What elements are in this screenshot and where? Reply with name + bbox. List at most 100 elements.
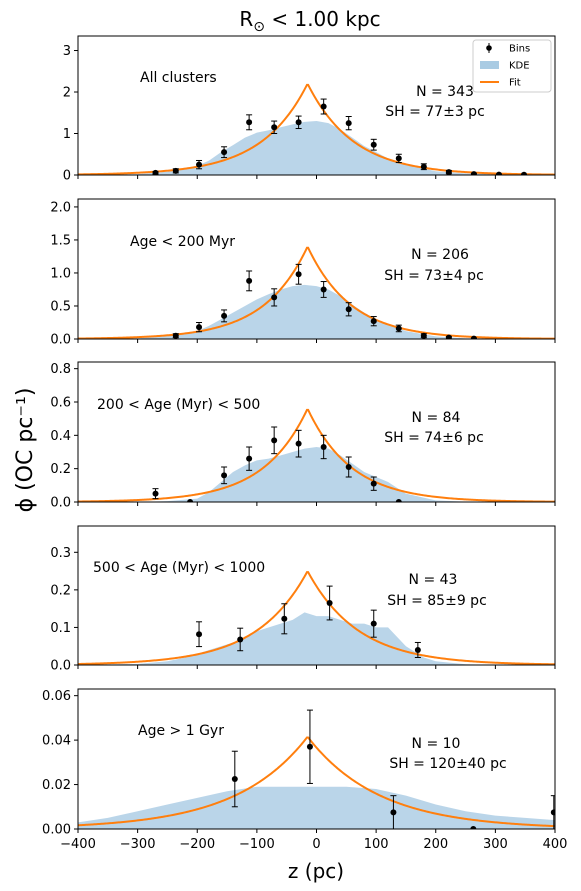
x-tick-label: 100 [364,837,389,852]
kde-area [78,121,555,175]
bin-point [345,306,352,313]
legend-kde-swatch [480,61,499,69]
kde-area [78,786,555,829]
plot-area [78,246,555,339]
n-label: N = 43 [409,572,458,588]
bin-point [271,124,278,131]
x-tick-label: −400 [60,837,96,852]
y-tick-label: 0.5 [50,299,71,314]
y-tick-label: 0.0 [50,659,71,674]
kde-area [78,284,555,339]
y-tick-label: 0.06 [42,689,71,704]
bin-point [520,171,527,175]
bin-point [295,119,302,126]
bin-point [237,636,244,643]
fit-curve [78,736,555,828]
bin-point [470,171,477,175]
bin-point [470,826,477,829]
y-tick-label: 0.0 [50,496,71,511]
y-tick-label: 0.00 [42,823,71,838]
bin-point [281,615,288,622]
kde-area [78,612,555,665]
x-tick-label: 400 [543,837,568,852]
y-tick-label: 0.6 [50,396,71,411]
bin-point [231,776,238,782]
bin-point [326,600,333,607]
bin-point [445,334,452,339]
sh-label: SH = 85±9 pc [387,593,487,609]
kde-area [78,447,555,502]
legend: Bins KDE Fit [472,39,552,93]
bin-point [395,499,402,502]
y-axis-label: ϕ (OC pc⁻¹) [13,388,38,513]
bin-point [246,119,253,126]
panel-5: 0.00 0.02 0.04 0.06 −400 −300 −200 −100 0 100 200 3… [42,688,568,852]
bin-point [550,809,555,816]
x-tick-label: −100 [239,837,275,852]
bin-point [246,277,253,284]
bin-point [295,271,302,278]
bin-point [445,169,452,175]
fit-curve [78,571,555,665]
sh-label: SH = 120±40 pc [389,756,506,772]
y-tick-label: 0.02 [42,778,71,793]
bin-point [414,646,421,653]
panel-label: All clusters [140,70,217,86]
bin-point [187,499,194,502]
bin-point [152,169,159,175]
bin-point [295,440,302,447]
bin-point [221,472,228,479]
bin-point [320,103,327,110]
bin-point [395,325,402,332]
sh-label: SH = 74±6 pc [384,430,484,446]
bin-point [172,332,179,339]
y-tick-label: 0.8 [50,362,71,377]
x-tick-label: −200 [179,837,215,852]
legend-label-kde: KDE [509,61,530,72]
y-tick-label: 0.1 [50,621,71,636]
sh-label: SH = 73±4 pc [384,268,484,284]
panel-3: 0.0 0.2 0.4 0.6 0.8 200 < Age (Myr) < 500 N = … [50,361,556,511]
bin-point [172,167,179,174]
plot-area [78,709,555,829]
y-tick-label: 0.3 [50,546,71,561]
y-tick-label: 1.5 [50,233,71,248]
legend-bins-marker [486,45,492,51]
x-tick-label: 300 [483,837,508,852]
panel-label: Age > 1 Gyr [138,723,224,739]
bin-point [420,163,427,170]
plot-area [78,83,555,175]
n-label: N = 206 [411,247,469,263]
legend-label-fit: Fit [509,78,521,89]
panel-label: Age < 200 Myr [130,234,235,250]
bin-point [196,324,203,331]
bin-point [470,335,477,339]
bin-point [345,120,352,127]
bin-point [370,141,377,148]
bin-point [221,312,228,319]
n-label: N = 84 [412,410,461,426]
bin-point [370,318,377,325]
bin-point [246,455,253,462]
y-tick-label: 0 [63,169,71,184]
bin-point [306,743,313,750]
y-tick-label: 0.2 [50,583,71,598]
y-tick-label: 3 [63,44,71,59]
bin-point [320,444,327,450]
panel-1: 0 1 2 3 All clusters N = 343 SH = 77±3 pc [63,35,556,184]
bin-point [395,155,402,162]
plot-area [78,408,555,502]
y-tick-label: 0.4 [50,429,71,444]
x-tick-label: 200 [423,837,448,852]
bin-point [345,464,352,470]
legend-box [472,39,552,93]
bin-point [495,171,502,175]
bin-point [271,437,278,444]
y-tick-label: 1.0 [50,266,71,281]
bin-point [152,490,159,497]
bin-point [221,149,228,156]
y-tick-label: 2.0 [50,200,71,215]
bin-point [420,332,427,339]
panel-label: 200 < Age (Myr) < 500 [97,397,260,413]
